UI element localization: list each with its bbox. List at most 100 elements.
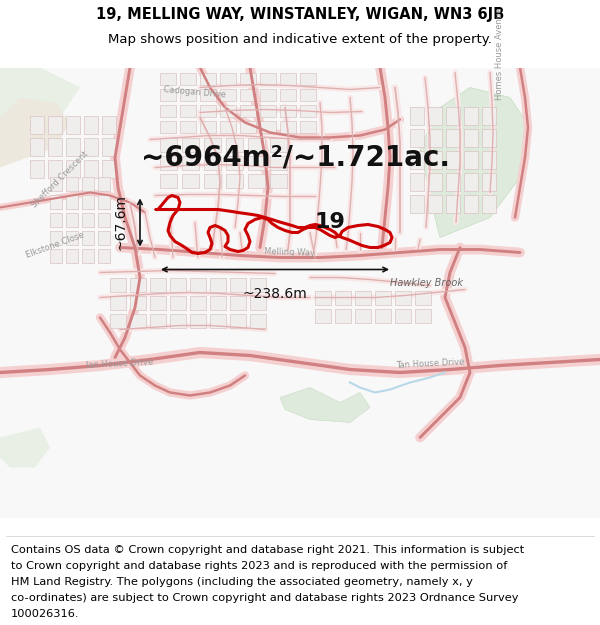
Bar	[30, 159, 44, 177]
Bar	[315, 309, 331, 322]
Bar	[446, 129, 460, 146]
Bar	[482, 106, 496, 124]
Bar	[48, 159, 62, 177]
Bar	[220, 89, 236, 101]
Bar	[82, 176, 94, 191]
Bar	[98, 194, 110, 209]
Bar	[260, 72, 276, 84]
Text: 100026316.: 100026316.	[11, 609, 79, 619]
Bar	[335, 309, 351, 322]
Bar	[82, 249, 94, 262]
Bar	[260, 89, 276, 101]
Bar	[190, 278, 206, 291]
Text: 19: 19	[314, 213, 346, 232]
Bar	[30, 138, 44, 156]
Bar	[98, 249, 110, 262]
Text: Cadogan Drive: Cadogan Drive	[163, 85, 227, 99]
Bar	[428, 151, 442, 169]
Bar	[428, 129, 442, 146]
Bar	[482, 173, 496, 191]
Bar	[182, 156, 199, 169]
Bar	[280, 104, 296, 116]
Bar	[130, 296, 146, 309]
Bar	[270, 156, 287, 169]
Bar	[102, 116, 116, 134]
Text: co-ordinates) are subject to Crown copyright and database rights 2023 Ordnance S: co-ordinates) are subject to Crown copyr…	[11, 592, 518, 602]
Text: Melling Way: Melling Way	[265, 247, 316, 258]
Bar	[82, 231, 94, 244]
Text: HM Land Registry. The polygons (including the associated geometry, namely x, y: HM Land Registry. The polygons (includin…	[11, 577, 473, 587]
Bar	[130, 278, 146, 291]
Bar	[226, 174, 243, 188]
Bar	[482, 194, 496, 213]
Bar	[248, 138, 265, 151]
Text: Tan House Drive: Tan House Drive	[395, 357, 464, 369]
Bar	[250, 296, 266, 309]
Bar	[182, 138, 199, 151]
Bar	[160, 72, 176, 84]
Bar	[190, 296, 206, 309]
Bar	[182, 174, 199, 188]
Bar	[160, 174, 177, 188]
Text: Map shows position and indicative extent of the property.: Map shows position and indicative extent…	[108, 34, 492, 46]
Bar	[204, 174, 221, 188]
Bar	[180, 72, 196, 84]
Bar	[428, 194, 442, 213]
Bar	[210, 278, 226, 291]
Text: ~238.6m: ~238.6m	[242, 288, 307, 301]
Bar	[428, 173, 442, 191]
Bar	[66, 159, 80, 177]
Bar	[210, 314, 226, 328]
Bar	[180, 104, 196, 116]
Polygon shape	[280, 388, 370, 422]
Bar	[240, 72, 256, 84]
Polygon shape	[0, 68, 80, 138]
Bar	[220, 104, 236, 116]
Bar	[280, 72, 296, 84]
Bar	[130, 314, 146, 328]
Text: ~67.6m: ~67.6m	[114, 194, 128, 251]
Bar	[270, 138, 287, 151]
Polygon shape	[0, 98, 70, 168]
Bar	[410, 129, 424, 146]
Bar	[226, 138, 243, 151]
Bar	[226, 156, 243, 169]
Bar	[170, 314, 186, 328]
Bar	[410, 194, 424, 213]
Text: Ian House Drive: Ian House Drive	[86, 357, 154, 369]
Bar	[355, 309, 371, 322]
Bar	[48, 138, 62, 156]
Bar	[110, 278, 126, 291]
Bar	[66, 116, 80, 134]
Bar	[482, 151, 496, 169]
Bar	[248, 174, 265, 188]
Bar	[446, 106, 460, 124]
Text: Contains OS data © Crown copyright and database right 2021. This information is : Contains OS data © Crown copyright and d…	[11, 545, 524, 555]
Bar	[280, 121, 296, 132]
Text: Homes House Avenue: Homes House Avenue	[496, 7, 505, 99]
Bar	[375, 309, 391, 322]
Bar	[50, 231, 62, 244]
Bar	[66, 213, 78, 226]
Bar	[180, 89, 196, 101]
Bar	[200, 72, 216, 84]
Bar	[200, 104, 216, 116]
Text: to Crown copyright and database rights 2023 and is reproduced with the permissio: to Crown copyright and database rights 2…	[11, 561, 507, 571]
Bar	[410, 173, 424, 191]
Bar	[84, 159, 98, 177]
Bar	[66, 138, 80, 156]
Bar	[300, 104, 316, 116]
Bar	[170, 296, 186, 309]
Bar	[230, 314, 246, 328]
Bar	[446, 173, 460, 191]
Bar	[66, 194, 78, 209]
Bar	[260, 104, 276, 116]
Bar	[428, 106, 442, 124]
Text: ~6964m²/~1.721ac.: ~6964m²/~1.721ac.	[140, 144, 449, 171]
Bar	[230, 296, 246, 309]
Bar	[415, 309, 431, 322]
Bar	[98, 176, 110, 191]
Bar	[180, 121, 196, 132]
Bar	[280, 89, 296, 101]
Bar	[160, 89, 176, 101]
